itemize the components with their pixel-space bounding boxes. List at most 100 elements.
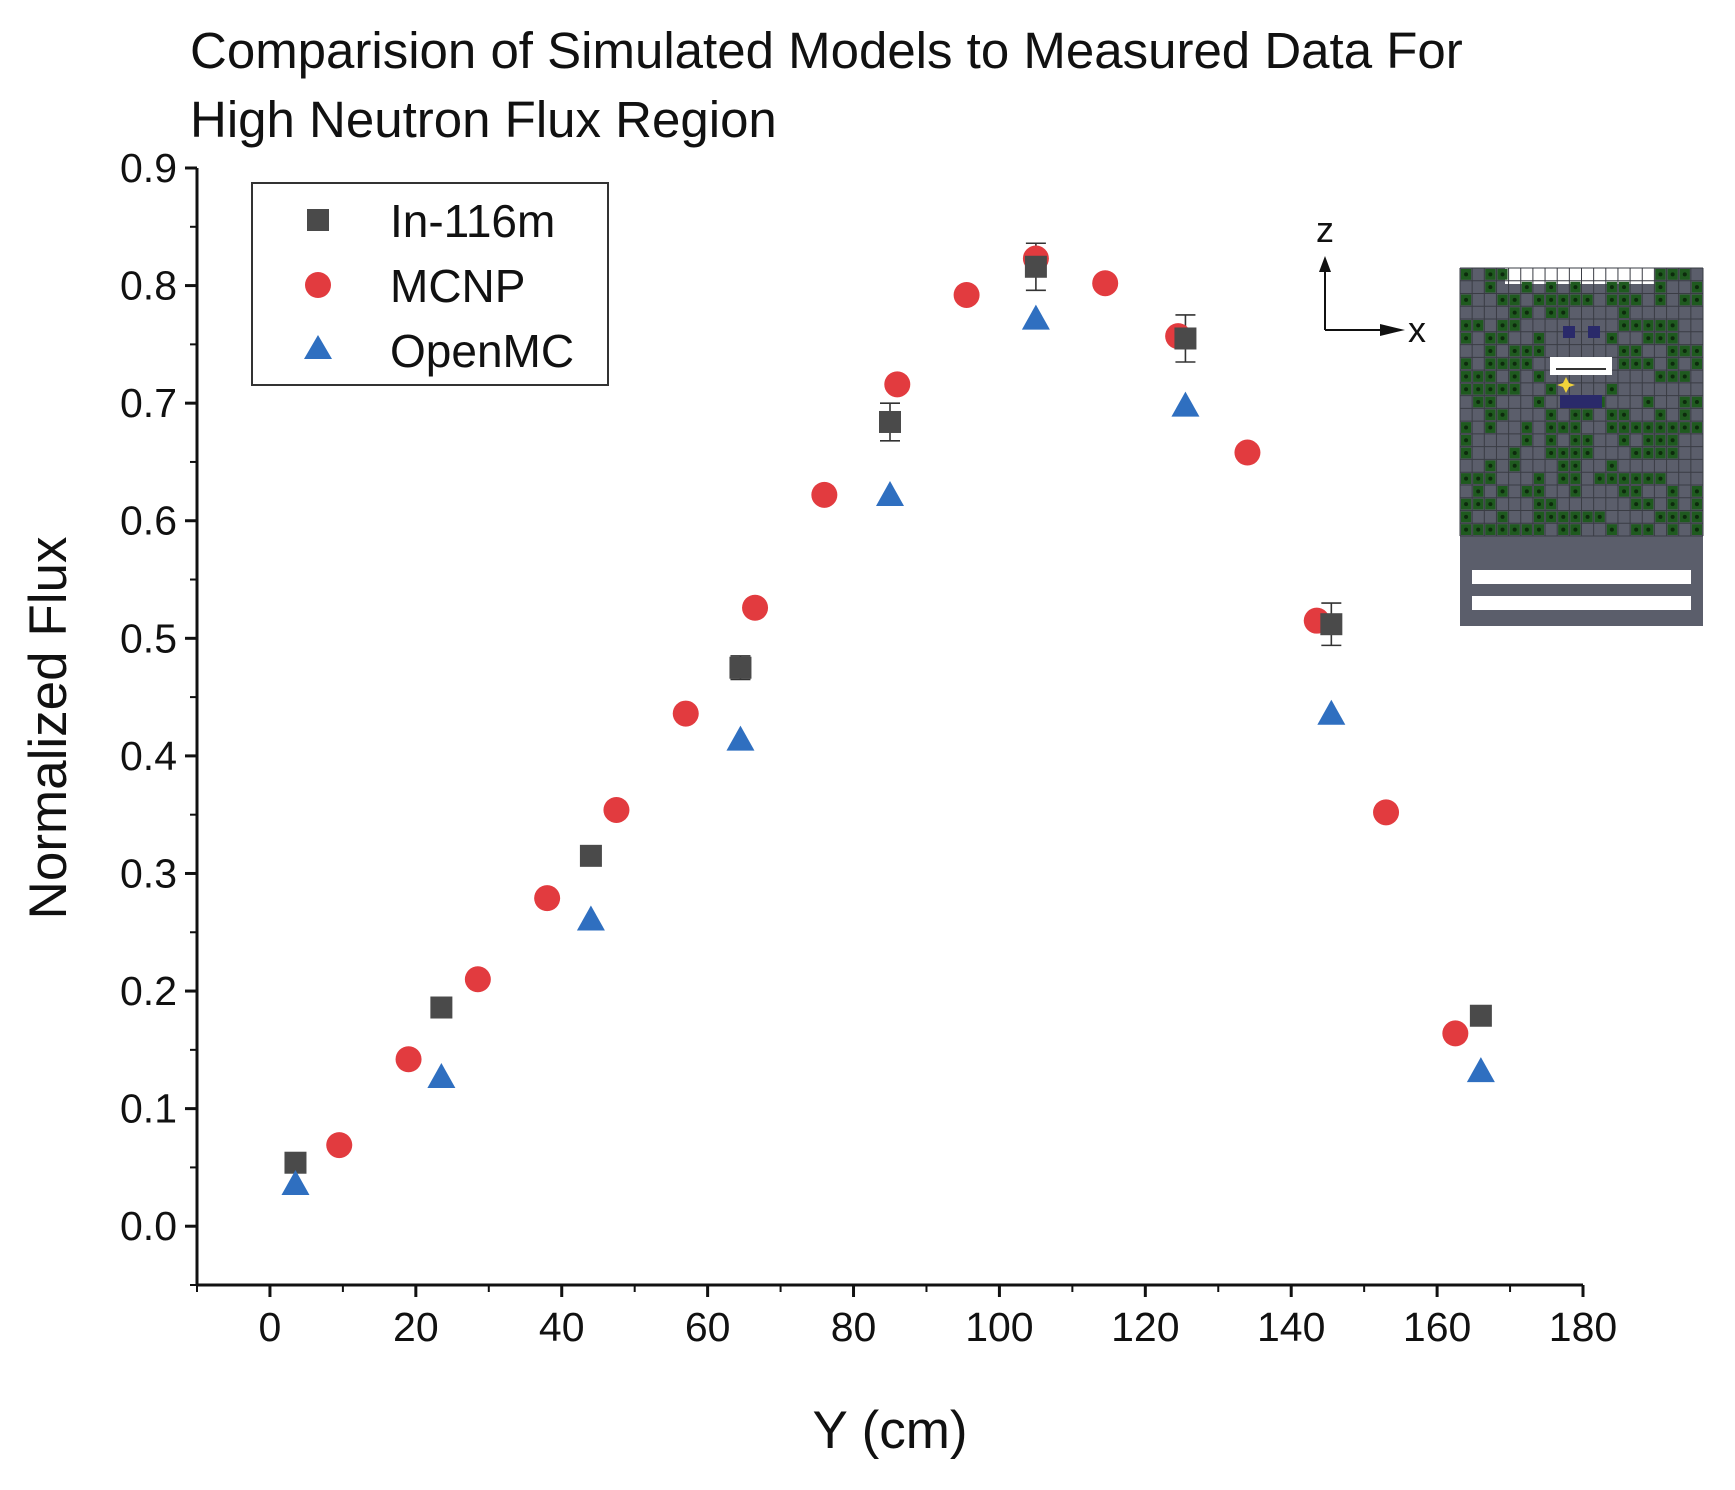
- inset-fuel-pin: [1622, 476, 1627, 481]
- inset-fuel-pin: [1658, 374, 1663, 379]
- legend: In-116m MCNP OpenMC: [251, 182, 609, 386]
- inset-fuel-pin: [1609, 297, 1614, 302]
- inset-fuel-pin: [1585, 297, 1590, 302]
- inset-fuel-pin: [1670, 489, 1675, 494]
- inset-fuel-pin: [1524, 348, 1529, 353]
- inset-fuel-pin: [1573, 438, 1578, 443]
- inset-fuel-pin: [1694, 514, 1699, 519]
- inset-fuel-pin: [1536, 400, 1541, 404]
- inset-control-block: [1588, 326, 1600, 338]
- y-tick-label: 0.8: [120, 263, 177, 309]
- y-tick-label: 0.0: [120, 1203, 177, 1249]
- inset-fuel-pin: [1500, 527, 1505, 532]
- x-tick-label: 40: [539, 1304, 585, 1350]
- mcnp-point: [1442, 1020, 1469, 1047]
- inset-fuel-pin: [1670, 336, 1675, 341]
- inset-fuel-pin: [1488, 502, 1493, 507]
- inset-fuel-pin: [1476, 387, 1481, 392]
- inset-fuel-pin: [1622, 323, 1627, 328]
- y-tick-label: 0.1: [120, 1086, 177, 1132]
- in116m-point: [1174, 327, 1197, 350]
- in116m-point: [879, 410, 901, 433]
- inset-z-label: z: [1316, 209, 1334, 250]
- inset-fuel-pin: [1658, 297, 1663, 302]
- x-tick-label: 180: [1549, 1304, 1617, 1350]
- mcnp-point: [884, 371, 911, 398]
- inset-fuel-pin: [1670, 323, 1675, 328]
- inset-fuel-pin: [1658, 272, 1663, 277]
- mcnp-point: [811, 481, 838, 508]
- inset-fuel-pin: [1500, 387, 1505, 392]
- in116m-point: [284, 1151, 307, 1174]
- inset-fuel-pin: [1609, 463, 1614, 468]
- inset-fuel-pin: [1609, 425, 1614, 430]
- inset-fuel-pin: [1585, 438, 1590, 443]
- inset-fuel-pin: [1500, 514, 1505, 519]
- inset-fuel-pin: [1694, 361, 1699, 366]
- x-tick-label: 80: [831, 1304, 877, 1350]
- inset-fuel-pin: [1646, 476, 1651, 481]
- inset-fuel-pin: [1597, 514, 1602, 519]
- inset-fuel-pin: [1561, 527, 1566, 532]
- inset-fuel-pin: [1682, 514, 1687, 519]
- inset-fuel-pin: [1464, 514, 1469, 519]
- inset-fuel-pin: [1682, 374, 1687, 379]
- inset-fuel-pin: [1488, 463, 1493, 468]
- openmc-point: [281, 1170, 310, 1196]
- openmc-point: [427, 1063, 456, 1089]
- in116m-point: [1024, 255, 1047, 278]
- inset-fuel-pin: [1634, 489, 1639, 494]
- inset-fuel-pin: [1512, 527, 1517, 532]
- x-tick-label: 60: [685, 1304, 731, 1350]
- inset-fuel-pin: [1670, 348, 1675, 353]
- inset-fuel-pin: [1622, 412, 1627, 417]
- inset-bottom-slot: [1472, 570, 1691, 584]
- inset-fuel-pin: [1609, 387, 1614, 392]
- inset-fuel-pin: [1646, 438, 1651, 443]
- inset-fuel-pin: [1561, 476, 1566, 481]
- data-marks: [281, 245, 1495, 1196]
- inset-fuel-pin: [1549, 387, 1554, 392]
- inset-fuel-pin: [1634, 451, 1639, 456]
- inset-fuel-pin: [1658, 412, 1663, 417]
- inset-control-block: [1563, 326, 1575, 338]
- inset-fuel-pin: [1561, 297, 1566, 302]
- mcnp-point: [1234, 439, 1261, 466]
- inset-fuel-pin: [1634, 527, 1639, 532]
- inset-fuel-pin: [1573, 463, 1578, 468]
- inset-fuel-pin: [1500, 297, 1505, 302]
- inset-fuel-pin: [1476, 489, 1481, 494]
- inset-x-arrowhead: [1380, 324, 1405, 336]
- inset-fuel-pin: [1609, 336, 1614, 341]
- legend-label-in116m: In-116m: [390, 195, 555, 247]
- inset-fuel-pin: [1524, 285, 1529, 290]
- inset-axes-indicator: z x: [1316, 209, 1426, 350]
- inset-z-arrowhead: [1319, 256, 1331, 272]
- inset-fuel-pin: [1609, 476, 1614, 481]
- inset-fuel-pin: [1658, 438, 1663, 443]
- inset-fuel-pin: [1524, 438, 1529, 443]
- chart-title-line-1: Comparision of Simulated Models to Measu…: [190, 22, 1463, 79]
- inset-fuel-pin: [1646, 425, 1651, 430]
- inset-fuel-pin: [1694, 400, 1699, 404]
- mcnp-point: [464, 966, 491, 993]
- inset-fuel-pin: [1512, 310, 1517, 315]
- inset-fuel-pin: [1500, 489, 1505, 494]
- inset-fuel-pin: [1573, 285, 1578, 290]
- inset-fuel-pin: [1573, 425, 1578, 430]
- inset-fuel-pin: [1658, 323, 1663, 328]
- inset-fuel-pin: [1682, 412, 1687, 417]
- inset-fuel-pin: [1646, 336, 1651, 341]
- y-axis-label: Normalized Flux: [19, 537, 78, 920]
- in116m-point: [1320, 613, 1343, 636]
- y-tick-label: 0.6: [120, 498, 177, 544]
- legend-marker-openmc: [304, 335, 332, 359]
- inset-fuel-pin: [1573, 451, 1578, 456]
- inset-fuel-pin: [1561, 463, 1566, 468]
- inset-fuel-pin: [1488, 348, 1493, 353]
- inset-fuel-pin: [1658, 425, 1663, 430]
- legend-marker-mcnp: [305, 272, 331, 298]
- inset-fuel-pin: [1646, 361, 1651, 366]
- inset-fuel-pin: [1512, 451, 1517, 456]
